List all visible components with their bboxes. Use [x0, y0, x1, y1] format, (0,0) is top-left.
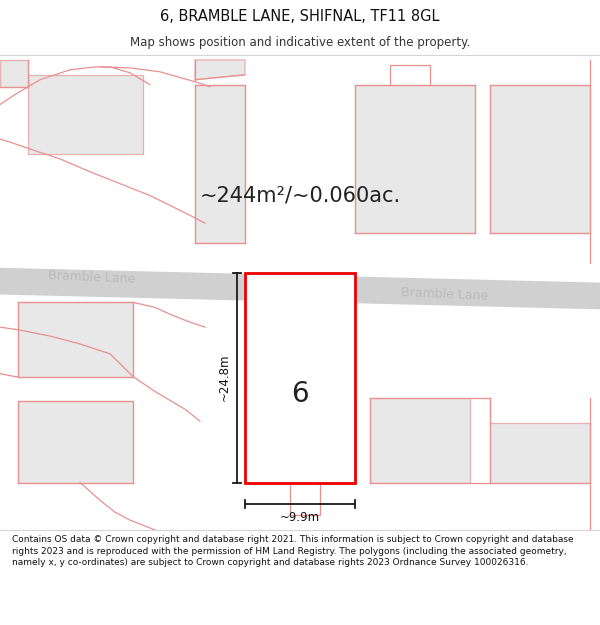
Polygon shape: [0, 60, 28, 87]
Bar: [355, 84, 475, 233]
Text: Map shows position and indicative extent of the property.: Map shows position and indicative extent…: [130, 36, 470, 49]
Text: ~244m²/~0.060ac.: ~244m²/~0.060ac.: [200, 186, 401, 206]
Polygon shape: [0, 268, 600, 309]
Bar: [195, 84, 245, 243]
Text: 6: 6: [291, 381, 309, 408]
Text: ~9.9m: ~9.9m: [280, 511, 320, 524]
Polygon shape: [195, 60, 245, 80]
Bar: [245, 398, 355, 482]
Bar: [18, 401, 133, 482]
Bar: [370, 398, 470, 482]
Text: ~24.8m: ~24.8m: [218, 354, 231, 401]
Bar: [490, 423, 590, 483]
Text: 6, BRAMBLE LANE, SHIFNAL, TF11 8GL: 6, BRAMBLE LANE, SHIFNAL, TF11 8GL: [160, 9, 440, 24]
Bar: [18, 302, 133, 377]
Text: Contains OS data © Crown copyright and database right 2021. This information is : Contains OS data © Crown copyright and d…: [12, 535, 574, 568]
Bar: [245, 272, 355, 482]
Text: Bramble Lane: Bramble Lane: [48, 269, 136, 286]
Text: Bramble Lane: Bramble Lane: [401, 286, 489, 303]
Bar: [490, 84, 590, 233]
Bar: [28, 75, 143, 154]
